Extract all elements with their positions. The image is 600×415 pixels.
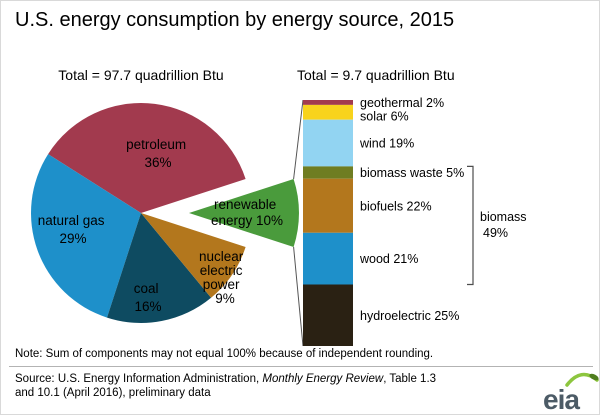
page-title: U.S. energy consumption by energy source… <box>15 9 455 31</box>
source-suffix: , Table 1.3 <box>383 373 437 385</box>
divider-line <box>9 366 593 367</box>
connector-line-top <box>293 99 304 180</box>
note-text: Note: Sum of components may not equal 10… <box>15 348 434 360</box>
bar-total-label: Total = 9.7 quadrillion Btu <box>297 67 455 83</box>
bar-segment-biofuels <box>303 178 353 233</box>
pie-label-nuclear-electric-power: nuclear electric power 9% <box>199 249 247 306</box>
bar-labels: geothermal 2%solar 6% wind 19% biomass was… <box>359 96 464 323</box>
bar-label-geothermal: geothermal 2% <box>360 96 444 110</box>
eia-logo-text: eia <box>543 384 580 415</box>
source-line2: and 10.1 (April 2016), preliminary data <box>15 387 211 399</box>
bar-label-biomass-waste: biomass waste 5% <box>360 166 464 180</box>
bar-label-wind: wind 19% <box>359 137 414 151</box>
pie-slice-renewable-energy <box>189 179 299 247</box>
pie-to-bar-connectors <box>293 99 304 347</box>
bar-segment-solar <box>303 104 353 120</box>
pie-chart <box>31 103 299 323</box>
source-text: Source: U.S. Energy Information Administ… <box>15 372 436 400</box>
pie-slice-natural-gas <box>31 154 142 318</box>
biomass-bracket: biomass 49% <box>467 165 530 286</box>
pie-label-natural-gas: natural gas 29% <box>38 213 109 246</box>
pie-slice-petroleum <box>48 103 246 213</box>
pie-label-petroleum: petroleum 36% <box>126 137 190 170</box>
pie-label-renewable-energy: renewable energy 10% <box>211 197 283 228</box>
bracket-line <box>467 165 474 286</box>
bar-label-biofuels: biofuels 22% <box>360 199 432 213</box>
bar-label-solar: solar 6% <box>360 110 409 124</box>
bar-segment-geothermal <box>303 100 353 105</box>
source-publication: Monthly Energy Review <box>262 373 384 385</box>
source-prefix: Source: U.S. Energy Information Administ… <box>15 373 263 385</box>
pie-slice-nuclear-electric-power <box>141 213 246 298</box>
bar-label-wood: wood 21% <box>359 252 418 266</box>
pie-total-label: Total = 97.7 quadrillion Btu <box>58 67 224 83</box>
bar-label-hydroelectric: hydroelectric 25% <box>360 309 459 323</box>
bar-segment-biomass-waste <box>303 166 353 179</box>
stacked-bar <box>303 100 353 346</box>
pie-slice-coal <box>107 213 212 323</box>
leaf-icon <box>589 373 599 381</box>
connector-line-bottom <box>293 246 304 347</box>
eia-logo: eia <box>543 372 599 415</box>
pie-label-coal: coal 16% <box>134 281 163 314</box>
bar-segment-hydroelectric <box>303 284 353 346</box>
bracket-label: biomass 49% <box>480 210 530 240</box>
bar-segment-wind <box>303 119 353 167</box>
bar-segment-wood <box>303 232 353 285</box>
pie-labels: petroleum 36% natural gas 29% coal 16% n… <box>38 137 283 314</box>
